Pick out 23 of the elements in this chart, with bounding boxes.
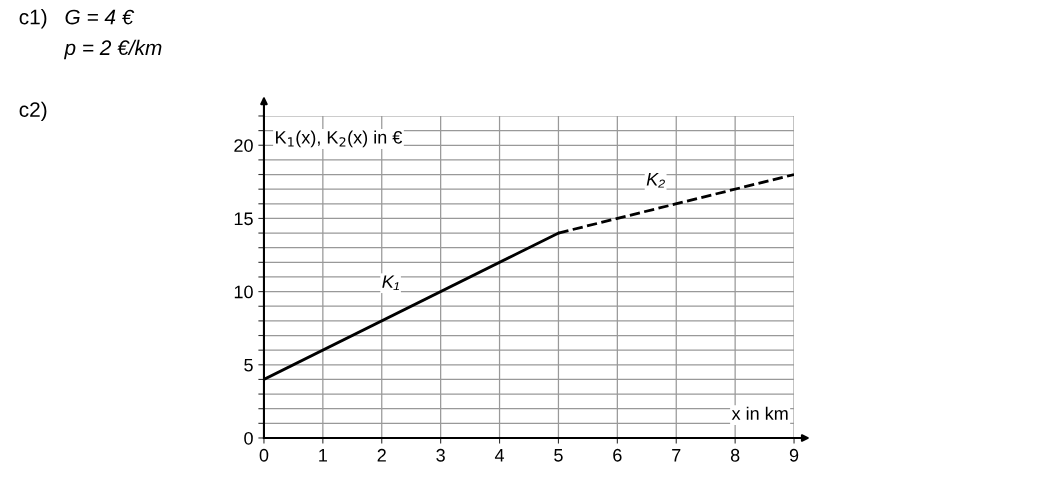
x-tick-label: 6 bbox=[613, 448, 622, 462]
text: c1) bbox=[19, 9, 47, 29]
x-axis-title: x in km bbox=[731, 406, 788, 420]
x-tick-label: 8 bbox=[730, 448, 740, 462]
y-tick-label: 20 bbox=[234, 139, 253, 152]
text: c2) bbox=[19, 101, 47, 122]
y-axis-title: K$_{1}$(x), K$_{2}$(x) in € bbox=[276, 130, 403, 148]
y-tick-label: 0 bbox=[244, 431, 253, 445]
x-tick-label: 2 bbox=[377, 448, 386, 462]
x-tick-label: 1 bbox=[319, 449, 327, 462]
y-tick-label: 15 bbox=[234, 212, 253, 226]
y-tick-label: 10 bbox=[234, 285, 253, 299]
series-label: K₂ bbox=[646, 172, 665, 188]
x-tick-label: 5 bbox=[554, 449, 563, 462]
x-tick-label: 9 bbox=[789, 448, 799, 462]
series-label: K₁ bbox=[382, 275, 400, 291]
x-tick-label: 3 bbox=[436, 448, 445, 462]
x-tick-label: 4 bbox=[494, 449, 505, 462]
x-tick-label: 7 bbox=[672, 449, 681, 462]
text: p = 2 €/km bbox=[63, 39, 162, 60]
text: G = 4 € bbox=[65, 9, 135, 25]
x-tick-label: 0 bbox=[259, 448, 269, 462]
y-tick-label: 5 bbox=[244, 358, 253, 372]
